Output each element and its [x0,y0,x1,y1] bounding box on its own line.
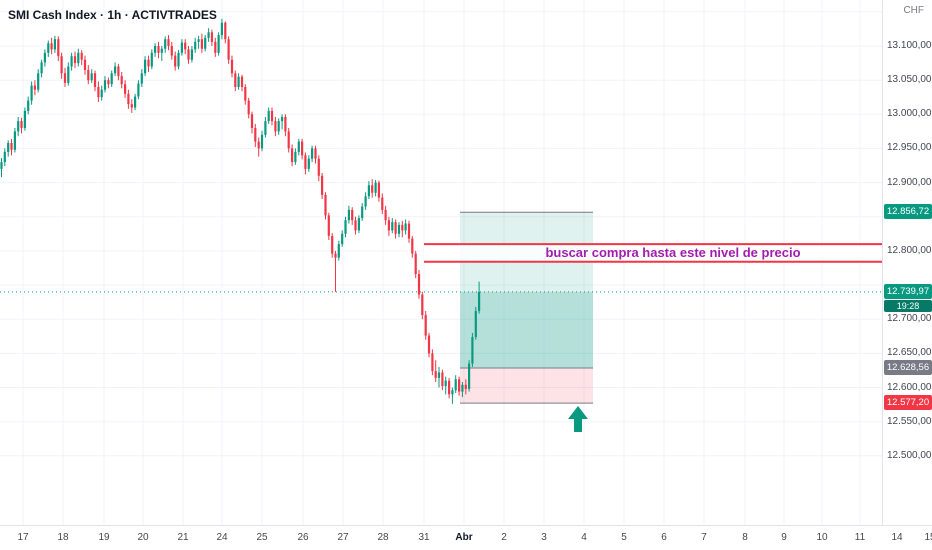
countdown-badge: 19:28 [884,299,932,312]
time-axis-label: 2 [501,532,507,543]
time-axis-label: 17 [17,532,29,543]
time-axis-label: 24 [216,532,228,543]
price-range-drawing[interactable] [424,243,882,263]
time-axis-label: 15 [924,532,932,543]
price-axis-label: 12.500,00 [887,449,932,461]
currency-label: CHF [903,5,924,16]
price-range-fill [424,244,882,262]
price-axis-label: 13.050,00 [887,74,932,86]
chart-canvas[interactable] [0,0,882,525]
stop-price-badge: 12.577,20 [884,395,932,411]
note-label[interactable]: buscar compra hasta este nivel de precio [545,245,801,261]
time-axis-label: 3 [541,532,547,543]
time-axis-label: 25 [256,532,268,543]
price-axis[interactable]: 12.856,72 12.739,97 19:28 12.628,56 12.5… [882,0,932,525]
target-price-badge: 12.856,72 [884,204,932,220]
price-axis-label: 13.100,00 [887,40,932,51]
time-axis-label: 18 [57,532,69,543]
time-axis-label: 5 [621,532,627,543]
price-axis-label: 12.900,00 [887,176,932,188]
price-axis-label: 12.650,00 [887,347,932,359]
time-axis-label: 7 [701,532,707,543]
entry-price-badge: 12.628,56 [884,360,932,375]
symbol-legend[interactable]: SMI Cash Index · 1h · ACTIVTRADES [8,8,217,22]
time-axis-label: 19 [98,532,110,543]
candles-layer [0,18,481,404]
time-axis-label: 8 [742,532,748,543]
time-axis-label: 4 [581,532,587,543]
time-axis-label: 9 [781,532,787,543]
time-axis-label: 21 [177,532,189,543]
time-axis-label: Abr [455,532,473,543]
time-axis-label: 10 [816,532,828,543]
time-axis-label: 20 [137,532,149,543]
price-axis-label: 13.000,00 [887,108,932,120]
time-axis-label: 27 [337,532,349,543]
time-axis-label: 28 [377,532,389,543]
arrow-up-marker[interactable] [568,406,588,432]
time-axis-label: 14 [891,532,903,543]
price-axis-label: 12.550,00 [887,415,932,427]
current-price-badge: 12.739,97 [884,283,932,299]
time-axis-label: 11 [854,532,866,543]
price-axis-label: 12.700,00 [887,313,932,325]
price-axis-label: 12.800,00 [887,244,932,256]
time-axis-label: 31 [418,532,430,543]
time-axis-label: 6 [661,532,667,543]
time-axis[interactable]: 17 18 19 20 21 24 25 26 27 28 31 Abr 2 3 4 5 6 7 8 9 10 11 14 1… [0,525,932,550]
price-axis-label: 12.600,00 [887,381,932,393]
time-axis-label: 26 [297,532,309,543]
price-axis-label: 12.950,00 [887,142,932,154]
